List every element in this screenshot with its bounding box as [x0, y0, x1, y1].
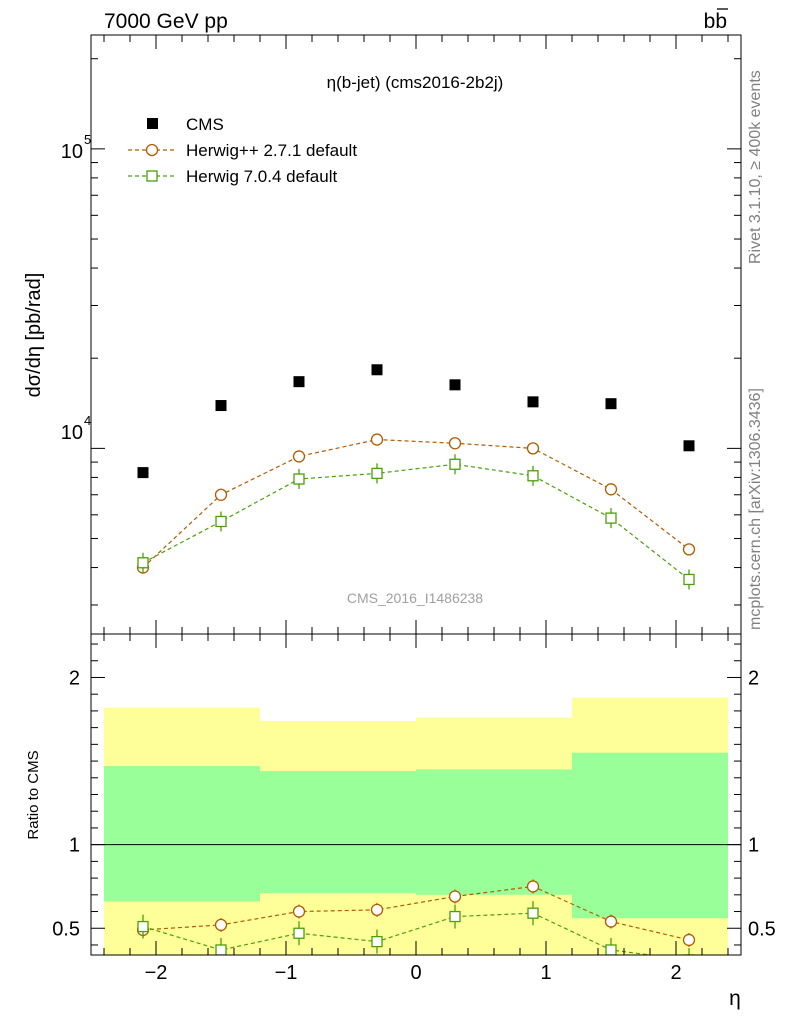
ratio-ytick-label-right: 1 — [748, 835, 759, 857]
rivet-version-label: Rivet 3.1.10, ≥ 400k events — [747, 70, 764, 264]
data-point-cms — [449, 379, 461, 391]
data-point-cms — [137, 467, 149, 479]
ratio-ytick-label-left: 1 — [69, 835, 80, 857]
ratio-point-herwigpp — [682, 933, 696, 947]
ratio-point-herwig7 — [137, 920, 149, 933]
main-series-line — [142, 463, 690, 580]
main-ytick-label-1e5-base: 10 — [61, 141, 83, 163]
header-process-b: b — [704, 10, 716, 33]
main-ytick-label-1e4-exp: 4 — [84, 413, 91, 428]
legend-marker-herwig7 — [146, 170, 158, 182]
data-point-cms — [605, 398, 617, 410]
xtick-label: −1 — [275, 962, 298, 984]
main-tick-labels: 10 4 10 5 — [61, 132, 91, 444]
data-point-herwigpp — [526, 442, 540, 455]
legend-marker-herwigpp — [145, 143, 159, 157]
band-inner — [416, 769, 572, 895]
xtick-label: 1 — [540, 962, 551, 984]
data-point-herwigpp — [292, 450, 306, 463]
data-point-herwig7 — [605, 512, 617, 524]
data-point-herwig7 — [215, 515, 227, 528]
ratio-tick-labels: 0.5 0.5 1 1 2 2 −2 −1 0 1 2 — [52, 667, 776, 984]
data-point-herwig7 — [449, 458, 461, 470]
data-point-herwigpp — [448, 437, 462, 450]
band-inner — [260, 771, 416, 894]
ratio-point-herwig7 — [527, 907, 539, 919]
plot-title: η(b-jet) (cms2016-2b2j) — [327, 73, 504, 92]
data-point-herwigpp — [604, 483, 618, 496]
main-ytick-label-1e4-base: 10 — [61, 422, 83, 444]
header-process-bbar: b — [715, 10, 727, 33]
ratio-point-herwigpp — [604, 915, 618, 928]
data-point-herwig7 — [683, 573, 695, 586]
main-ytick-label-1e5-exp: 5 — [84, 132, 91, 147]
data-point-herwigpp — [682, 543, 696, 556]
main-axis-ticks — [91, 35, 741, 634]
data-point-herwig7 — [293, 473, 305, 485]
xtick-label: 2 — [670, 962, 681, 984]
legend-marker-cms — [147, 118, 158, 129]
main-series-layer — [136, 364, 696, 590]
ratio-ytick-label-left: 2 — [69, 667, 80, 689]
data-point-cms — [371, 364, 383, 376]
header-process-label: bb — [704, 10, 727, 33]
legend: CMS Herwig++ 2.7.1 default Herwig 7.0.4 … — [128, 115, 357, 186]
data-point-cms — [527, 396, 539, 408]
main-ytick-label-1e4: 10 — [61, 422, 83, 444]
ratio-series-line — [142, 885, 690, 941]
mcplots-source-label: mcplots.cern.ch [arXiv:1306.3436] — [747, 388, 764, 630]
ratio-point-herwig7 — [371, 935, 383, 948]
data-point-cms — [215, 400, 227, 412]
ratio-point-herwig7 — [605, 944, 617, 955]
x-axis-label: η — [729, 987, 741, 1010]
ratio-point-herwig7 — [215, 944, 227, 955]
ratio-point-herwig7 — [449, 910, 461, 923]
xtick-label: −2 — [145, 962, 168, 984]
data-point-herwigpp — [214, 488, 228, 501]
analysis-watermark: CMS_2016_I1486238 — [347, 590, 483, 606]
ratio-point-herwigpp — [214, 918, 228, 932]
ratio-point-herwig7 — [293, 927, 305, 939]
legend-label-cms: CMS — [186, 115, 224, 134]
data-point-cms — [293, 376, 305, 388]
xtick-label: 0 — [410, 962, 421, 984]
ratio-ytick-label-right: 2 — [748, 667, 759, 689]
legend-label-herwigpp: Herwig++ 2.7.1 default — [186, 141, 357, 160]
ratio-series-line — [142, 912, 655, 955]
data-point-herwigpp — [370, 433, 384, 446]
ratio-ytick-label-right: 0.5 — [748, 918, 776, 940]
data-point-herwig7 — [371, 467, 383, 480]
ratio-point-herwigpp — [448, 890, 462, 903]
legend-label-herwig7: Herwig 7.0.4 default — [186, 167, 337, 186]
header-energy-label: 7000 GeV pp — [104, 10, 228, 33]
band-inner — [104, 766, 260, 902]
main-series-line — [142, 438, 690, 568]
ratio-axis-ticks — [91, 634, 741, 955]
ratio-ytick-label-left: 0.5 — [52, 918, 80, 940]
ratio-series-layer — [136, 879, 696, 955]
ratio-point-herwigpp — [292, 905, 306, 918]
main-ytick-label-1e5: 10 — [61, 141, 83, 163]
band-inner — [572, 752, 728, 919]
ratio-point-herwig7 — [683, 954, 695, 955]
main-y-axis-label: dσ/dη [pb/rad] — [23, 273, 45, 398]
ratio-uncertainty-bands — [104, 697, 728, 955]
ratio-y-axis-label: Ratio to CMS — [25, 750, 42, 839]
ratio-point-herwigpp — [370, 903, 384, 917]
ratio-panel-frame — [90, 633, 742, 956]
data-point-herwig7 — [137, 557, 149, 569]
data-point-herwig7 — [527, 470, 539, 482]
ratio-point-herwigpp — [526, 880, 540, 893]
data-point-cms — [683, 440, 695, 452]
